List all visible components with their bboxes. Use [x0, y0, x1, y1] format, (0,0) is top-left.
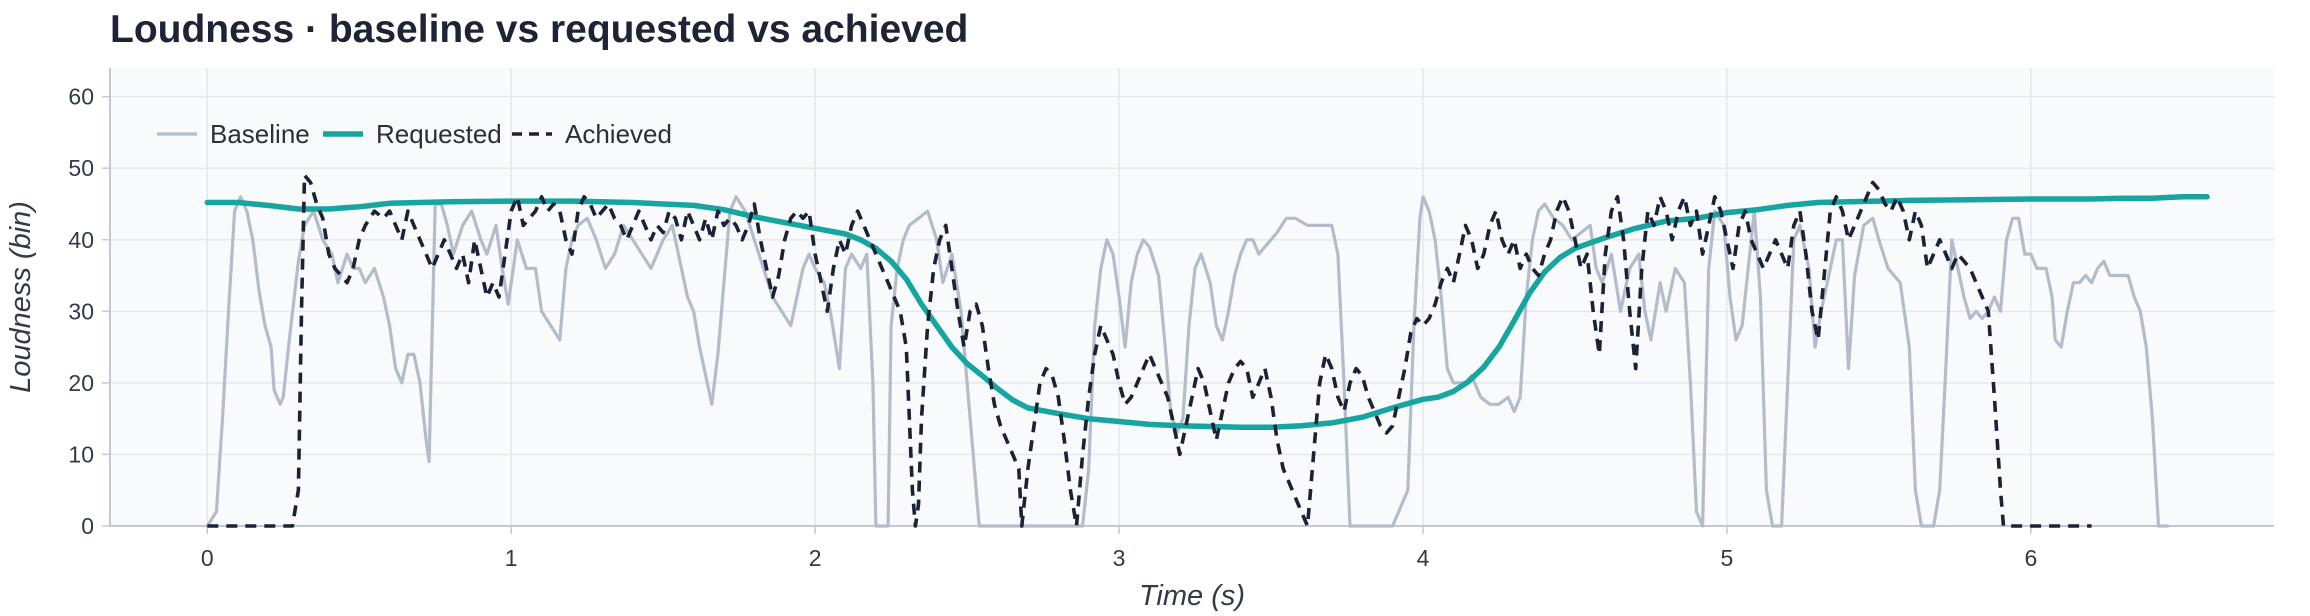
series-line-requested	[204, 194, 2210, 430]
y-tick-label: 0	[81, 513, 94, 539]
series-layer	[204, 173, 2210, 528]
x-tick-label: 4	[1417, 545, 1430, 571]
axes: 0 10 20 30 40 50 60 0 1 2 3 4 5 6	[68, 68, 2274, 571]
y-tick-label: 10	[68, 441, 94, 467]
x-axis-label: Time (s)	[1139, 580, 1245, 612]
legend-label-achieved: Achieved	[565, 119, 672, 149]
y-axis-label: Loudness (bin)	[5, 201, 37, 393]
series-line-achieved	[207, 173, 2092, 528]
chart-title: Loudness · baseline vs requested vs achi…	[110, 8, 969, 51]
y-tick-label: 20	[68, 370, 94, 396]
x-tick-label: 3	[1113, 545, 1126, 571]
x-tick-label: 1	[505, 545, 518, 571]
legend: Baseline Requested Achieved	[157, 119, 672, 149]
grid-lines	[110, 68, 2274, 527]
x-tick-label: 6	[2024, 545, 2037, 571]
legend-label-requested: Requested	[376, 119, 502, 149]
y-tick-label: 30	[68, 298, 94, 324]
legend-label-baseline: Baseline	[210, 119, 310, 149]
x-tick-label: 5	[1721, 545, 1734, 571]
y-tick-label: 50	[68, 155, 94, 181]
x-tick-label: 0	[201, 545, 214, 571]
x-tick-label: 2	[809, 545, 822, 571]
y-tick-label: 60	[68, 84, 94, 110]
series-line-baseline	[205, 195, 2170, 528]
y-tick-label: 40	[68, 227, 94, 253]
